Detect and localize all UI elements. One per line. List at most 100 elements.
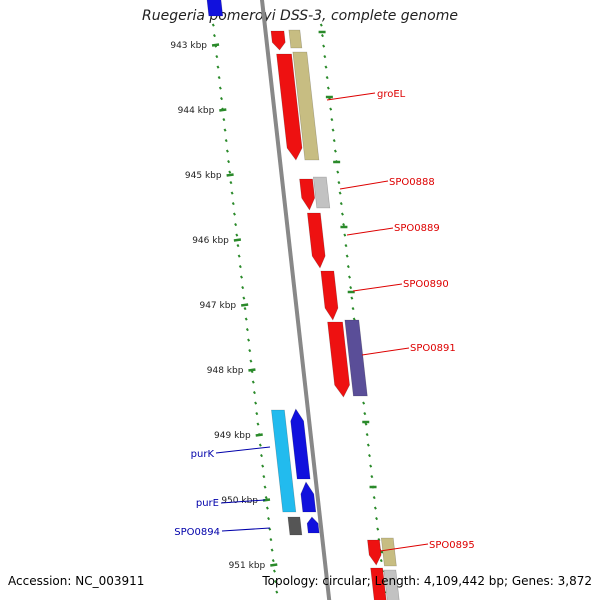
major-tick [219,108,227,112]
scale-dot [249,359,253,363]
scale-dot [227,160,231,164]
cds-arrow [270,30,286,51]
scale-dot [231,202,235,206]
scale-dot [230,191,234,195]
scale-dot [319,23,323,27]
gene-leader-line [326,92,376,101]
scale-dot [251,380,255,384]
scale-label: 943 kbp [170,41,207,51]
scale-dot [262,475,266,479]
scale-dot [325,76,329,80]
major-tick [211,43,220,47]
genome-backbone [259,0,332,600]
scale-dot [274,580,278,584]
scale-dot [267,517,271,521]
scale-dot [212,34,216,38]
scale-dot [366,443,370,447]
scale-dot [329,107,333,111]
scale-dot [211,23,215,27]
scale-dot [342,223,346,227]
scale-dot [263,485,267,489]
scale-dot [220,97,223,101]
scale-dot [340,212,344,216]
scale-dot [265,506,269,510]
scale-label: 944 kbp [178,106,215,116]
gene-leader-line [379,543,429,552]
scale-dot [258,443,262,447]
scale-dot [345,254,349,258]
scale-dot [270,548,274,552]
feature-purple-SPO0891 [344,319,368,397]
scale-dot [247,338,251,342]
scale-dot [260,454,263,458]
cds-arrow-purE [300,481,317,513]
scale-dot [275,590,279,594]
scale-label: 950 kbp [221,496,258,506]
feature-gray [383,569,400,600]
scale-dot [245,328,249,332]
scale-dot [232,212,236,216]
scale-dot [229,181,233,185]
feature-cyan-purK [271,409,297,513]
cds-arrow-SPO0888 [299,178,315,211]
gene-leader-line [215,446,271,454]
scale-dot [362,401,366,405]
cds-arrow-SPO0889 [307,212,326,269]
scale-dot [240,275,243,279]
cds-arrow-groEL [276,53,303,161]
gene-label: purK [191,449,215,460]
scale-dot [326,86,330,90]
scale-dot [248,349,252,353]
scale-dot [216,65,220,69]
scale-dot [238,265,242,269]
scale-dot [241,286,245,290]
gene-label: groEL [377,89,406,100]
cds-arrow [370,567,387,600]
gene-label: SPO0895 [429,540,475,551]
scale-dot [255,412,259,416]
gene-label: SPO0889 [394,223,440,234]
scale-dot [269,538,273,542]
scale-dot [264,496,268,500]
scale-dot [373,506,377,510]
scale-dot [322,44,326,48]
scale-label: 948 kbp [207,366,244,376]
scale-dot [339,202,343,206]
gene-label: SPO0891 [410,343,456,354]
scale-dot [215,55,219,59]
scale-label: 951 kbp [229,561,266,571]
scale-dot [218,86,222,90]
scale-label: 945 kbp [185,171,222,181]
scale-dot [320,34,324,38]
scale-dot [331,128,335,132]
scale-label: 947 kbp [199,301,236,311]
major-tick [233,238,242,242]
scale-dot [350,296,354,300]
scale-dot [261,464,265,468]
major-tick [255,433,263,437]
gene-leader-line [339,180,389,190]
scale-dot [336,170,340,174]
feature-olive [288,29,303,49]
genome-summary-text: Topology: circular; Length: 4,109,442 bp… [262,574,592,588]
cds-arrow-SPO0895 [367,539,382,566]
scale-dot [242,296,246,300]
scale-dot [323,55,327,59]
scale-dot [338,191,342,195]
accession-text: Accession: NC_003911 [8,574,145,588]
scale-dot [351,307,355,311]
cds-arrow-purK [290,408,311,480]
major-tick [248,368,256,372]
scale-dot [228,170,232,174]
gene-label: SPO0894 [174,527,220,538]
scale-dot [346,265,350,269]
scale-dot [368,454,371,458]
gene-label: purE [196,498,219,509]
feature-olive-groEL [292,51,320,161]
gene-leader-line [220,499,266,504]
scale-dot [225,149,229,153]
cds-arrow-SPO0891 [327,321,350,398]
scale-dot [243,307,247,311]
scale-dot [333,149,337,153]
